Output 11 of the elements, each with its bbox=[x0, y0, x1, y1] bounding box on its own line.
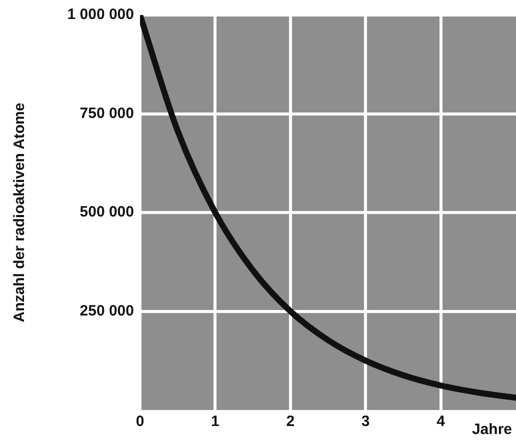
y-tick-label: 750 000 bbox=[80, 104, 134, 122]
y-tick-label: 500 000 bbox=[80, 204, 134, 221]
x-tick-label: 0 bbox=[136, 413, 144, 430]
y-tick-label: 1 000 000 bbox=[67, 6, 134, 24]
x-tick-label: 1 bbox=[211, 413, 220, 430]
x-tick-label: 4 bbox=[436, 413, 446, 430]
x-axis-title: Jahre bbox=[472, 421, 512, 438]
y-tick-label: 250 000 bbox=[80, 302, 134, 320]
x-tick-label: 2 bbox=[286, 413, 295, 430]
x-tick-label: 3 bbox=[361, 413, 370, 430]
y-axis-title: Anzahl der radioaktiven Atome bbox=[11, 102, 28, 322]
